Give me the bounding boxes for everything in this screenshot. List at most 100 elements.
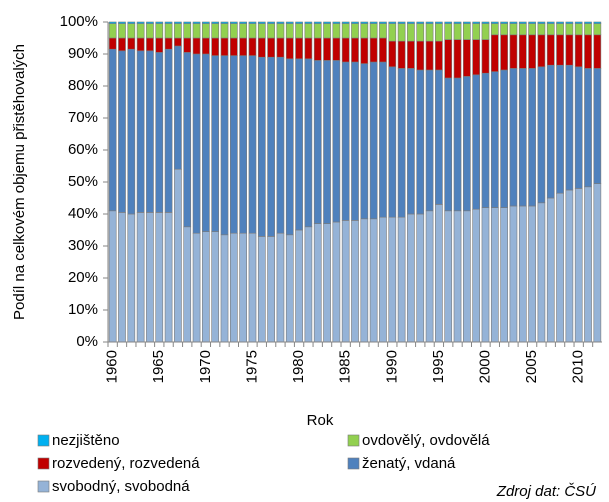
bar-segment xyxy=(528,68,536,207)
bar-segment xyxy=(546,23,555,36)
bar-segment xyxy=(574,34,583,68)
bar-segment xyxy=(267,23,275,39)
bar-segment xyxy=(435,21,443,24)
bar-segment xyxy=(481,23,490,40)
bar-segment xyxy=(481,72,490,208)
bar-segment xyxy=(118,50,126,213)
bar-segment xyxy=(528,205,536,343)
bar-segment xyxy=(416,69,425,215)
bar-segment xyxy=(295,58,303,231)
bar-segment xyxy=(257,37,266,58)
bar-segment xyxy=(509,34,518,69)
bar-segment xyxy=(118,23,126,39)
bar-segment xyxy=(202,53,210,232)
bar-segment xyxy=(183,37,192,53)
bar-segment xyxy=(463,210,471,343)
bar-segment xyxy=(565,23,574,36)
bar-segment xyxy=(425,21,434,24)
bar-segment xyxy=(276,21,285,24)
bar-segment xyxy=(174,45,182,170)
y-tick-label: 90% xyxy=(68,45,98,62)
bar-segment xyxy=(379,23,387,39)
bar-segment xyxy=(108,210,117,343)
bar-segment xyxy=(397,68,406,218)
bar-segment xyxy=(444,39,453,79)
bar-segment xyxy=(211,21,220,24)
bar-segment xyxy=(332,60,341,223)
y-tick-label: 70% xyxy=(68,109,98,126)
bar-segment xyxy=(108,37,117,50)
y-tick-label: 30% xyxy=(68,237,98,254)
bar-segment xyxy=(388,40,397,68)
bar-segment xyxy=(435,40,443,71)
bar-segment xyxy=(267,37,275,58)
bar-segment xyxy=(509,68,518,207)
bar-segment xyxy=(407,40,415,69)
x-tick-label: 1960 xyxy=(104,350,121,383)
bar-segment xyxy=(453,21,462,24)
bar-segment xyxy=(239,55,247,234)
bar-segment xyxy=(229,21,238,24)
bar-segment xyxy=(518,34,527,69)
bar-segment xyxy=(202,21,210,24)
bar-segment xyxy=(444,23,453,40)
bar-segment xyxy=(229,37,238,56)
bar-segment xyxy=(388,23,397,42)
bar-segment xyxy=(453,77,462,212)
bar-segment xyxy=(136,50,145,213)
bar-segment xyxy=(556,64,564,194)
bar-segment xyxy=(202,37,210,55)
bar-segment xyxy=(593,68,602,184)
bar-segment xyxy=(192,232,201,343)
bar-segment xyxy=(416,213,425,343)
legend-label: nezjištěno xyxy=(52,432,120,449)
bar-segment xyxy=(239,23,247,39)
bar-segment xyxy=(584,186,592,343)
bar-segment xyxy=(379,21,387,24)
bar-segment xyxy=(295,229,303,343)
bar-segment xyxy=(593,23,602,36)
bar-segment xyxy=(276,37,285,58)
bar-segment xyxy=(490,21,499,24)
bar-segment xyxy=(528,21,536,24)
x-tick-label: 2005 xyxy=(523,350,540,383)
bar-segment xyxy=(518,23,527,36)
bar-segment xyxy=(565,189,574,343)
bar-segment xyxy=(285,23,294,39)
legend-label: ženatý, vdaná xyxy=(362,455,456,472)
bar-segment xyxy=(220,55,229,236)
bar-segment xyxy=(332,221,341,343)
bar-segment xyxy=(453,23,462,40)
bar-segment xyxy=(407,68,415,215)
bar-segment xyxy=(220,21,229,24)
bar-segment xyxy=(444,77,453,212)
bar-segment xyxy=(164,21,173,24)
bar-segment xyxy=(341,23,350,39)
bar-segment xyxy=(239,37,247,56)
bar-segment xyxy=(472,74,481,210)
bar-segment xyxy=(435,204,443,343)
bar-segment xyxy=(146,50,154,213)
bar-segment xyxy=(229,23,238,39)
bar-segment xyxy=(472,21,481,24)
bar-segment xyxy=(416,23,425,42)
bar-segment xyxy=(556,23,564,36)
bar-segment xyxy=(202,23,210,39)
bar-segment xyxy=(183,21,192,24)
bar-segment xyxy=(164,23,173,39)
x-axis-label: Rok xyxy=(307,412,334,429)
bar-segment xyxy=(146,37,154,52)
bar-segment xyxy=(509,23,518,36)
bar-segment xyxy=(584,34,592,69)
bar-segment xyxy=(174,23,182,39)
bar-segment xyxy=(490,71,499,208)
bar-segment xyxy=(360,23,369,39)
x-tick-label: 2000 xyxy=(476,350,493,383)
bar-segment xyxy=(313,60,322,224)
bar-segment xyxy=(155,23,164,39)
bar-segment xyxy=(127,213,136,343)
bar-segment xyxy=(276,232,285,343)
bar-segment xyxy=(407,213,415,343)
bar-segment xyxy=(360,218,369,343)
legend-label: rozvedený, rozvedená xyxy=(52,455,200,472)
